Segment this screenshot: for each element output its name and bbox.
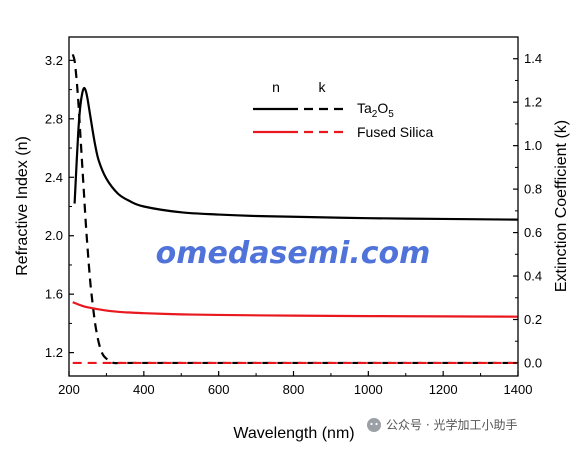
watermark: omedasemi.com — [156, 236, 431, 271]
x-axis-ticks: 200 400 600 800 1000 1200 1400 — [58, 371, 532, 397]
y-right-tick-label: 0.6 — [524, 225, 542, 240]
y-right-tick-label: 1.0 — [524, 138, 542, 153]
credit-badge: 公众号 · 光学加工小助手 — [367, 417, 517, 432]
wechat-icon — [367, 418, 381, 432]
y-left-tick-label: 3.2 — [45, 53, 63, 68]
y-right-tick-label: 0.2 — [524, 312, 542, 327]
series-fused-silica-n-line — [72, 301, 518, 318]
legend-header-k: k — [319, 79, 327, 95]
credit-text: 公众号 · 光学加工小助手 — [386, 417, 517, 432]
x-tick-label: 800 — [283, 382, 305, 397]
plot-lines — [71, 54, 518, 365]
y-left-tick-label: 2.0 — [45, 228, 63, 243]
y-right-axis-ticks: 0.0 0.2 0.4 0.6 0.8 1.0 1.2 1.4 — [513, 51, 542, 370]
y-right-tick-label: 1.2 — [524, 95, 542, 110]
legend: n k Ta2O5 Fused Silica — [253, 79, 433, 140]
series-ta2o5-n-line — [73, 86, 518, 221]
y-right-tick-label: 0.8 — [524, 182, 542, 197]
y-left-tick-label: 2.8 — [45, 111, 63, 126]
y-right-tick-label: 0.0 — [524, 355, 542, 370]
x-tick-label: 1000 — [354, 382, 383, 397]
y-left-tick-label: 1.6 — [45, 287, 63, 302]
x-axis-title: Wavelength (nm) — [233, 425, 354, 442]
y-left-axis-ticks: 1.2 1.6 2.0 2.4 2.8 3.2 — [45, 53, 74, 360]
plot-frame — [68, 36, 519, 377]
x-tick-label: 200 — [58, 382, 80, 397]
y-left-tick-label: 2.4 — [45, 170, 63, 185]
series-ta2o5-k-line — [71, 54, 518, 365]
y-left-tick-label: 1.2 — [45, 345, 63, 360]
x-tick-label: 400 — [133, 382, 155, 397]
x-tick-label: 1200 — [429, 382, 458, 397]
y-right-tick-label: 1.4 — [524, 51, 542, 66]
x-tick-label: 600 — [208, 382, 230, 397]
legend-header-n: n — [272, 79, 280, 95]
x-tick-label: 1400 — [504, 382, 533, 397]
y-right-axis-title: Extinction Coefficient (k) — [553, 120, 570, 292]
legend-label-fused-silica: Fused Silica — [357, 124, 433, 140]
y-left-axis-title: Refractive Index (n) — [14, 136, 31, 276]
legend-label-ta2o5: Ta2O5 — [357, 100, 394, 120]
y-right-tick-label: 0.4 — [524, 269, 542, 284]
